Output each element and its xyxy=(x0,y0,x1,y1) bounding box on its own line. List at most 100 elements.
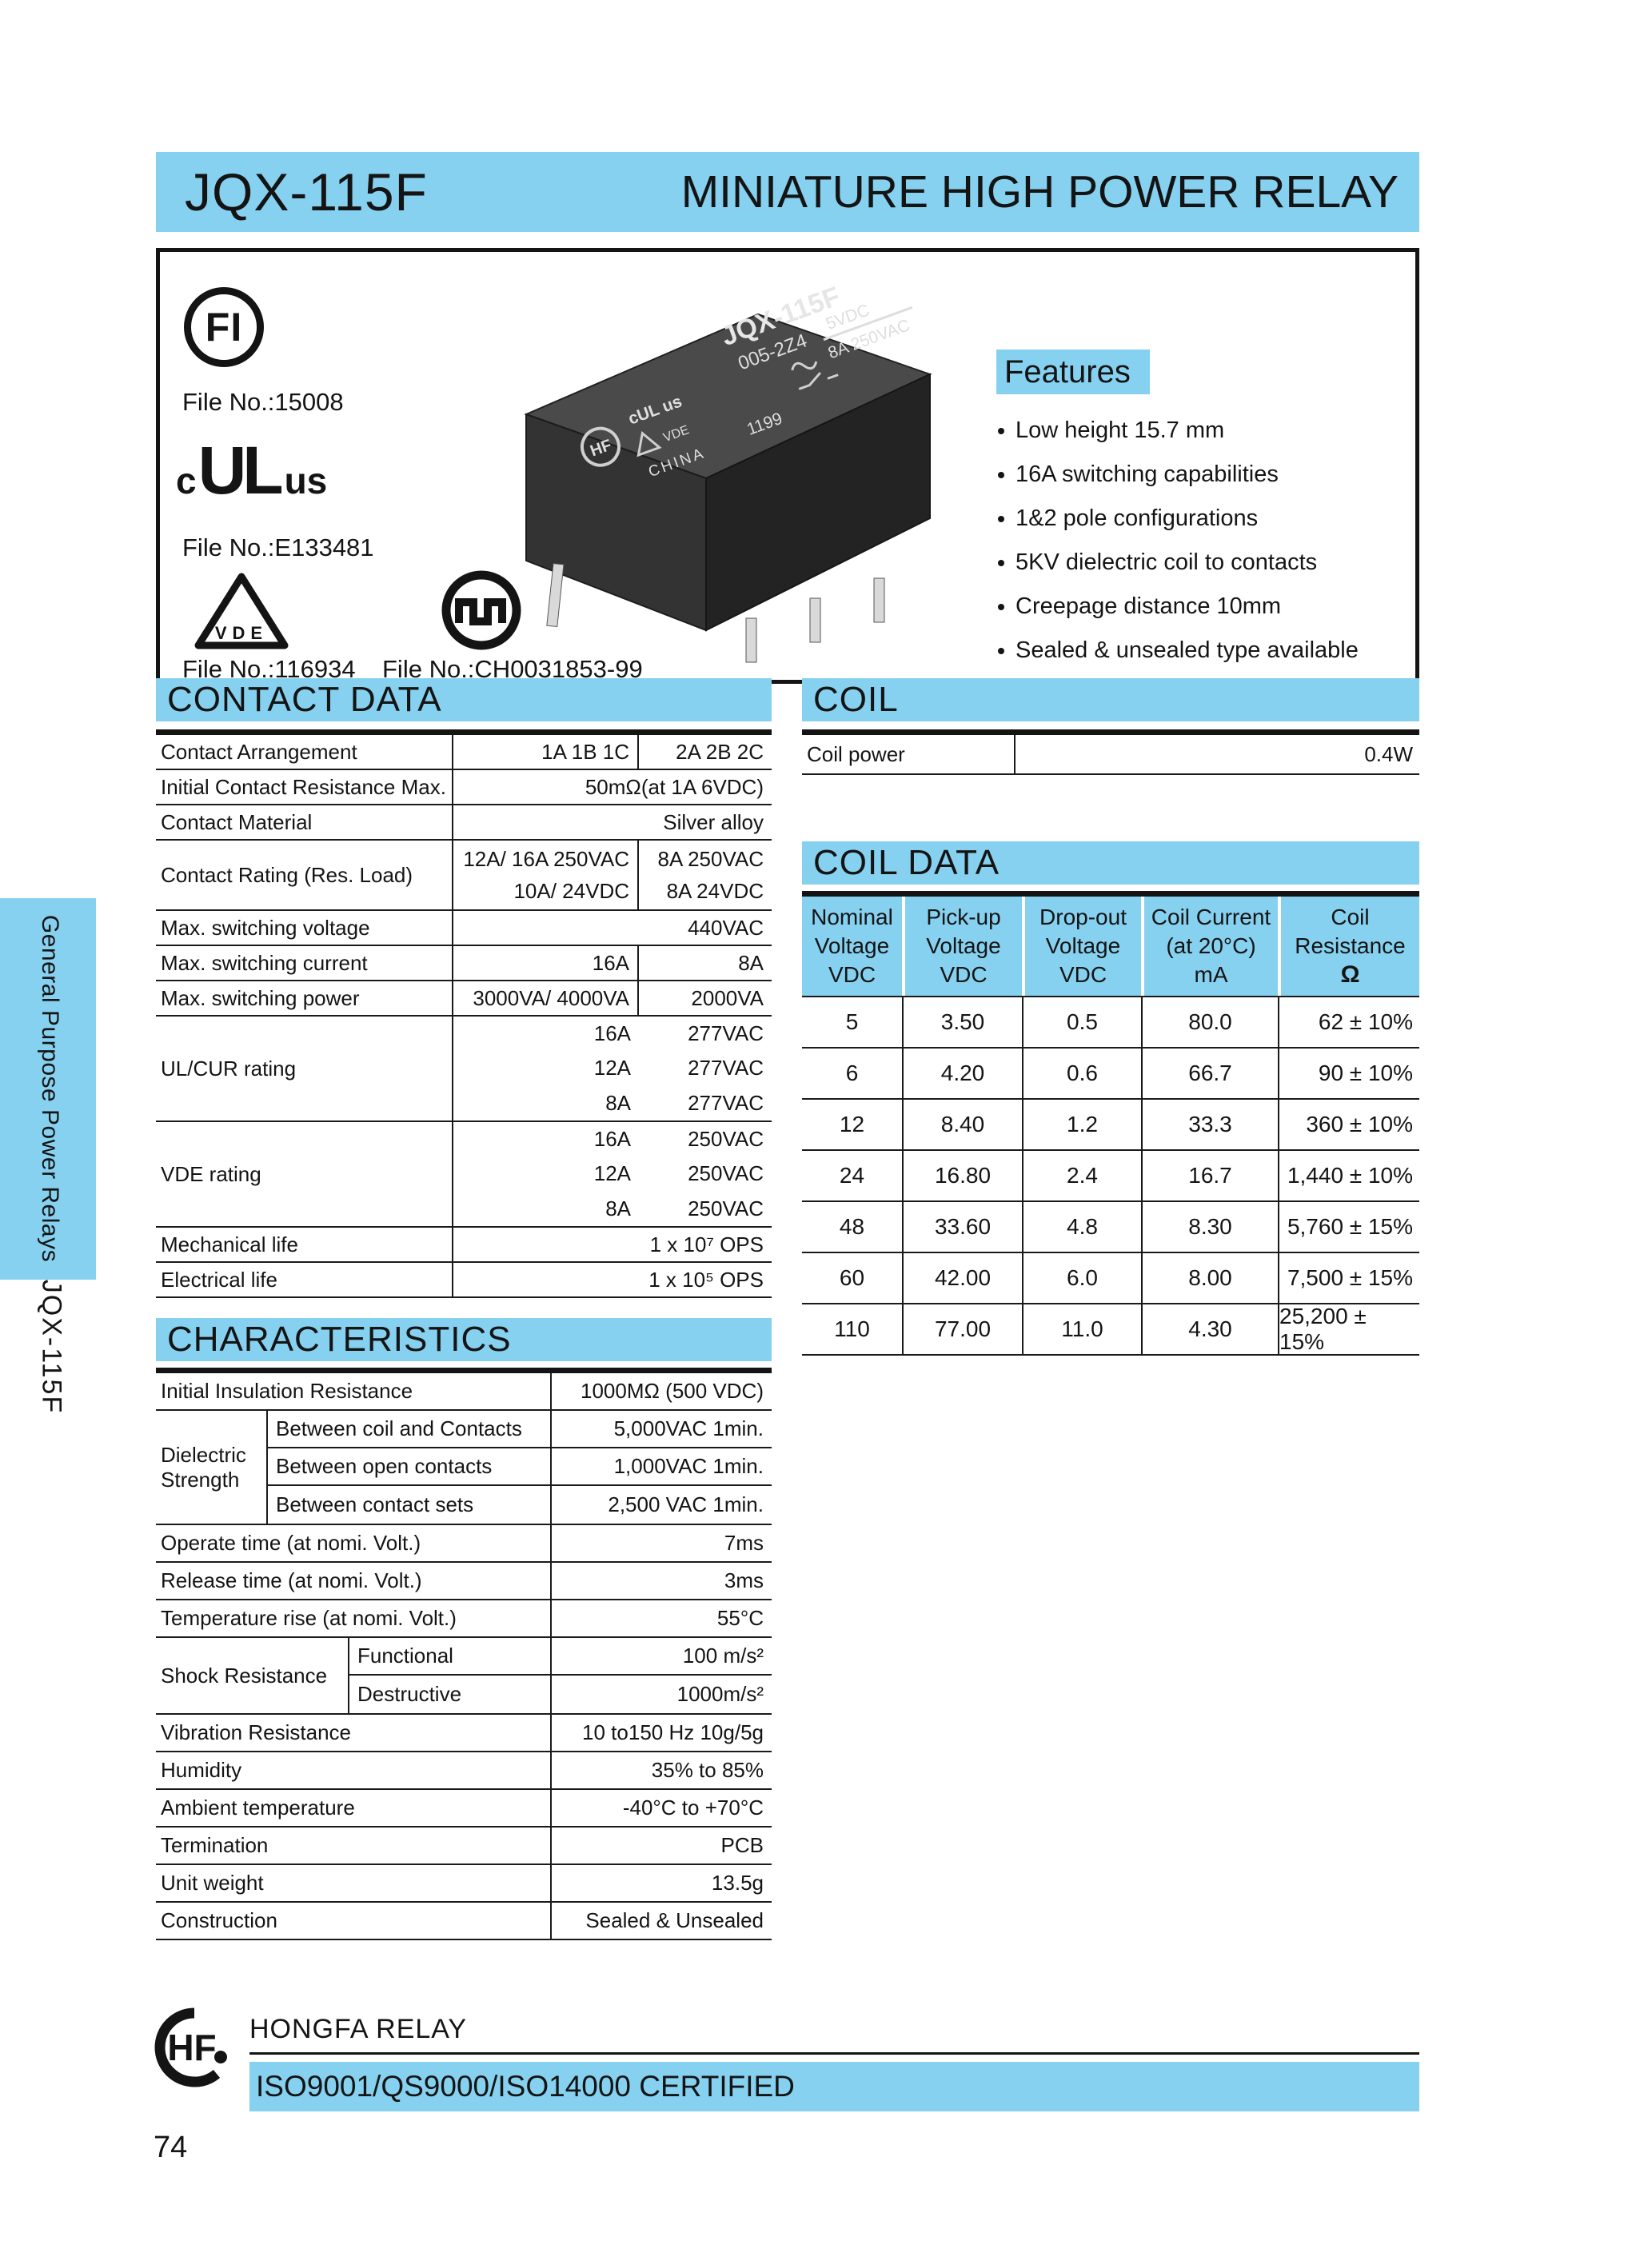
hongfa-logo-label: HF xyxy=(167,2027,216,2068)
row-label: VDE rating xyxy=(161,1161,261,1186)
feature-text: Low height 15.7 mm xyxy=(1016,417,1225,443)
coil-data-section-title: COIL DATA xyxy=(802,841,1419,885)
rating-line: 8A 250VAC xyxy=(453,1192,772,1226)
header-line: VDC xyxy=(1059,962,1107,987)
row-value: 3ms xyxy=(550,1563,772,1599)
sidebar-category-tab xyxy=(0,898,96,1280)
feature-text: 16A switching capabilities xyxy=(1016,461,1279,487)
table-row: Contact Arrangement 1A 1B 1C 2A 2B 2C xyxy=(156,735,772,770)
rating-current: 12A xyxy=(593,1056,631,1081)
cell: 25,200 ± 15% xyxy=(1278,1304,1419,1354)
row-value: 2,500 VAC 1min. xyxy=(550,1486,772,1524)
row-value: 5,000VAC 1min. xyxy=(550,1411,772,1447)
header-line: VDC xyxy=(828,962,876,987)
row-label: Termination xyxy=(161,1833,269,1857)
row-label: Max. switching power xyxy=(161,985,360,1010)
group-rows: Functional 100 m/s² Destructive 1000m/s² xyxy=(348,1638,772,1713)
row-value: 50mΩ(at 1A 6VDC) xyxy=(452,770,772,804)
row-label: Functional xyxy=(348,1638,550,1674)
relay-contact-symbol-icon xyxy=(798,372,839,390)
feature-text: Sealed & unsealed type available xyxy=(1016,637,1359,663)
row-value: 1 x 10⁵ OPS xyxy=(452,1263,772,1296)
row-value: 1000MΩ (500 VDC) xyxy=(550,1373,772,1409)
cell: 16.7 xyxy=(1141,1151,1278,1200)
row-value: 100 m/s² xyxy=(550,1638,772,1674)
row-label: Construction xyxy=(161,1908,277,1932)
coil-data-table: Nominal Voltage VDC Pick-up Voltage VDC … xyxy=(802,891,1419,1356)
header-line: Coil Current xyxy=(1151,905,1271,929)
column-header: Drop-out Voltage VDC xyxy=(1022,897,1141,996)
cell: 11.0 xyxy=(1022,1304,1141,1354)
relay-hf-logo-icon xyxy=(580,426,620,467)
rating-line: 16A 277VAC xyxy=(453,1017,772,1051)
table-row: Max. switching voltage 440VAC xyxy=(156,911,772,946)
rating-voltage: 250VAC xyxy=(688,1196,764,1220)
sidebar-category-label: General Purpose Power Relays xyxy=(37,914,63,1263)
table-row: VDE rating 16A 250VAC 12A 250VAC 8A 250VAC xyxy=(156,1122,772,1228)
hongfa-logo-icon: HF xyxy=(154,2007,227,2087)
column-header: Coil Resistance Ω xyxy=(1278,897,1419,996)
column-header: Pick-up Voltage VDC xyxy=(902,897,1022,996)
table-row: Max. switching power 3000VA/ 4000VA 2000… xyxy=(156,981,772,1017)
row-label: Initial Insulation Resistance xyxy=(161,1379,413,1403)
row-value: 2000VA xyxy=(637,981,772,1015)
table-row: Between coil and Contacts 5,000VAC 1min. xyxy=(266,1411,772,1448)
rating-voltage: 277VAC xyxy=(688,1056,764,1081)
value-line: 8A 24VDC xyxy=(666,879,764,903)
row-label: Release time (at nomi. Volt.) xyxy=(161,1568,422,1592)
header-line: Ω xyxy=(1340,961,1360,988)
cell: 6 xyxy=(845,1061,859,1085)
feature-item: 16A switching capabilities xyxy=(998,453,1414,497)
header-line: Nominal xyxy=(811,905,893,929)
characteristics-table: Initial Insulation Resistance 1000MΩ (50… xyxy=(156,1368,772,1940)
contact-data-section-title: CONTACT DATA xyxy=(156,678,772,721)
feature-item: Low height 15.7 mm xyxy=(998,409,1414,453)
dielectric-strength-group: Dielectric Strength Between coil and Con… xyxy=(156,1411,772,1525)
row-value: 16A xyxy=(452,946,637,980)
rating-current: 8A xyxy=(605,1090,631,1115)
table-row: 48 33.60 4.8 8.30 5,760 ± 15% xyxy=(802,1202,1419,1253)
cell: 33.3 xyxy=(1141,1100,1278,1149)
header-line: mA xyxy=(1194,962,1228,987)
row-value: 1,000VAC 1min. xyxy=(550,1448,772,1484)
cell: 77.00 xyxy=(902,1304,1022,1354)
footer-certified-bar: ISO9001/QS9000/ISO14000 CERTIFIED xyxy=(249,2062,1419,2111)
ul-file-number: File No.:E133481 xyxy=(182,533,374,561)
row-value: Silver alloy xyxy=(452,805,772,839)
table-row: Contact Rating (Res. Load) 12A/ 16A 250V… xyxy=(156,841,772,911)
cell: 24 xyxy=(839,1163,865,1188)
table-row: 24 16.80 2.4 16.7 1,440 ± 10% xyxy=(802,1151,1419,1202)
coil-table: Coil power 0.4W xyxy=(802,729,1419,775)
cell: 4.8 xyxy=(1022,1202,1141,1252)
cell: 33.60 xyxy=(902,1202,1022,1252)
cell: 2.4 xyxy=(1022,1151,1141,1200)
row-label: Destructive xyxy=(348,1676,550,1713)
row-value: 55°C xyxy=(550,1600,772,1636)
cul-us-certification-icon: c UL us xyxy=(176,437,327,504)
title-bar: JQX-115F MINIATURE HIGH POWER RELAY xyxy=(156,152,1419,232)
row-label: Max. switching current xyxy=(161,950,368,975)
row-value: 1000m/s² xyxy=(550,1676,772,1713)
row-label: UL/CUR rating xyxy=(161,1056,297,1081)
header-line: (at 20°C) xyxy=(1166,933,1256,958)
feature-text: Creepage distance 10mm xyxy=(1016,593,1282,619)
row-value: 0.4W xyxy=(1014,735,1419,773)
value-line: 8A 250VAC xyxy=(657,847,764,871)
table-row: Mechanical life 1 x 10⁷ OPS xyxy=(156,1228,772,1263)
table-row: Destructive 1000m/s² xyxy=(348,1676,772,1713)
cell: 7,500 ± 15% xyxy=(1278,1253,1419,1303)
table-row: Initial Contact Resistance Max. 50mΩ(at … xyxy=(156,770,772,805)
table-row: Between contact sets 2,500 VAC 1min. xyxy=(266,1486,772,1524)
cell: 110 xyxy=(834,1316,870,1341)
value-line: 12A/ 16A 250VAC xyxy=(463,847,629,871)
header-line: Drop-out xyxy=(1039,905,1127,929)
table-row: 60 42.00 6.0 8.00 7,500 ± 15% xyxy=(802,1253,1419,1304)
rating-current: 16A xyxy=(593,1021,631,1046)
header-line: Coil xyxy=(1331,905,1370,929)
feature-item: Creepage distance 10mm xyxy=(998,585,1414,629)
value-line: 10A/ 24VDC xyxy=(513,879,629,903)
row-label: Contact Rating (Res. Load) xyxy=(161,862,413,887)
row-label: Between contact sets xyxy=(266,1486,550,1524)
cell: 90 ± 10% xyxy=(1278,1049,1419,1098)
